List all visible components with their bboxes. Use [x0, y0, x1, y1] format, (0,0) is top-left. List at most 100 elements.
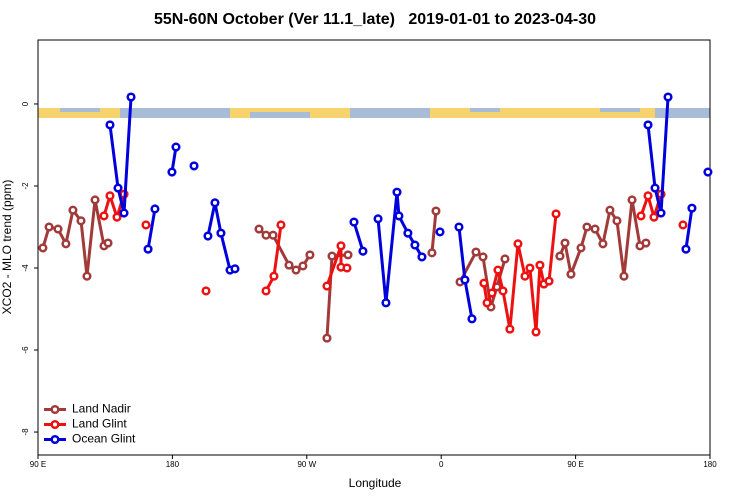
point	[143, 244, 153, 254]
point	[612, 216, 622, 226]
point	[649, 212, 659, 222]
legend-marker	[50, 404, 60, 415]
point	[44, 222, 54, 232]
point	[298, 261, 308, 271]
y-tick-label: -2	[21, 182, 30, 190]
point	[254, 224, 264, 234]
point	[126, 92, 136, 102]
point	[210, 198, 220, 208]
point	[492, 282, 502, 292]
point	[392, 187, 402, 197]
y-tick-label: -4	[21, 264, 30, 272]
point	[284, 260, 294, 270]
point	[500, 254, 510, 264]
band-sea	[120, 108, 230, 118]
point	[76, 216, 86, 226]
x-axis-label: Longitude	[349, 476, 402, 490]
x-tick-label: 0	[439, 460, 444, 469]
point	[53, 224, 63, 234]
y-axis-label: XCO2 - MLO trend (ppm)	[0, 180, 14, 315]
point	[113, 183, 123, 193]
point	[498, 286, 508, 296]
point	[576, 243, 586, 253]
point	[327, 251, 337, 261]
point	[560, 238, 570, 248]
point	[531, 327, 541, 337]
legend-marker	[50, 434, 60, 445]
point	[342, 263, 352, 273]
point	[687, 203, 697, 213]
point	[203, 231, 213, 241]
point	[656, 208, 666, 218]
y-tick-label: -6	[21, 346, 30, 354]
point	[171, 142, 181, 152]
point	[650, 183, 660, 193]
point	[322, 281, 332, 291]
point	[627, 195, 637, 205]
point	[322, 333, 332, 343]
band-sea	[470, 108, 500, 112]
point	[141, 220, 151, 230]
point	[230, 264, 240, 274]
point	[551, 209, 561, 219]
point	[90, 195, 100, 205]
point	[427, 248, 437, 258]
x-tick-label: 90 W	[297, 460, 316, 469]
point	[403, 228, 413, 238]
point	[261, 230, 271, 240]
point	[598, 239, 608, 249]
point	[68, 205, 78, 215]
point	[487, 288, 497, 298]
point	[349, 217, 359, 227]
point	[343, 250, 353, 260]
point	[544, 276, 554, 286]
point	[358, 246, 368, 256]
point	[678, 220, 688, 230]
chart-title: 55N-60N October (Ver 11.1_late) 2019-01-…	[154, 11, 596, 28]
land-sea-band	[38, 108, 710, 118]
x-tick-label: 180	[703, 460, 717, 469]
point	[417, 252, 427, 262]
point	[105, 191, 115, 201]
point	[636, 211, 646, 221]
point	[112, 212, 122, 222]
point	[38, 243, 48, 253]
point	[641, 238, 651, 248]
point	[555, 251, 565, 261]
x-tick-label: 180	[166, 460, 180, 469]
point	[535, 260, 545, 270]
point	[373, 214, 383, 224]
point	[566, 269, 576, 279]
point	[268, 230, 278, 240]
point	[590, 224, 600, 234]
legend-label: Land Glint	[72, 417, 127, 431]
point	[663, 92, 673, 102]
point	[582, 222, 592, 232]
point	[505, 324, 515, 334]
point	[478, 252, 488, 262]
point	[99, 211, 109, 221]
plot-frame	[37, 39, 711, 456]
band-sea	[60, 108, 100, 112]
band-sea	[350, 108, 430, 118]
point	[681, 244, 691, 254]
point	[276, 220, 286, 230]
legend-marker	[50, 419, 60, 430]
band-sea	[600, 108, 640, 112]
legend-label: Ocean Glint	[72, 432, 136, 446]
point	[460, 275, 470, 285]
point	[643, 191, 653, 201]
point	[336, 241, 346, 251]
point	[435, 227, 445, 237]
point	[619, 271, 629, 281]
point	[643, 120, 653, 130]
point	[105, 120, 115, 130]
point	[703, 167, 713, 177]
point	[201, 286, 211, 296]
point	[269, 271, 279, 281]
x-tick-label: 90 E	[567, 460, 583, 469]
point	[305, 250, 315, 260]
y-tick-label: -8	[21, 428, 30, 436]
point	[513, 239, 523, 249]
point	[167, 167, 177, 177]
